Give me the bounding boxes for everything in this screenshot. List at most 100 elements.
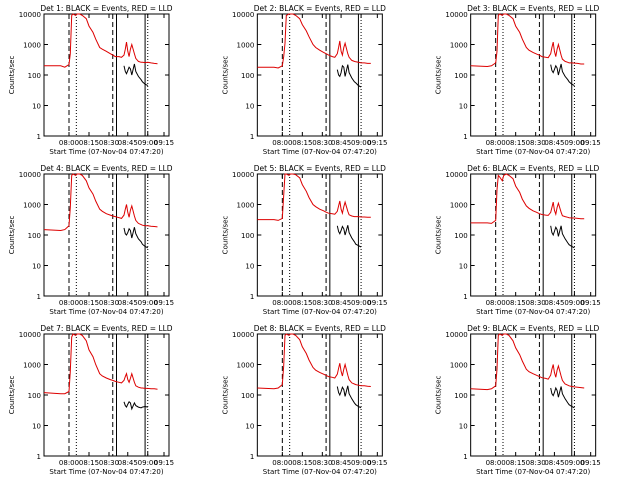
y-tick-label: 1 (37, 293, 41, 301)
y-tick-label: 10 (245, 263, 254, 271)
y-tick-label: 100 (241, 232, 254, 240)
x-tick-label: 08:45 (118, 139, 138, 147)
y-tick-label: 1000 (23, 202, 41, 210)
x-tick-label: 08:15 (79, 459, 99, 467)
y-tick-label: 1000 (237, 362, 255, 370)
plot-frame (43, 13, 170, 137)
lld-series-line (257, 13, 371, 69)
x-tick-label: 09:00 (564, 299, 584, 307)
x-axis-label: Start Time (07-Nov-04 07:47:20) (49, 468, 163, 476)
y-tick-label: 1000 (23, 42, 41, 50)
x-tick-label: 08:30 (526, 139, 546, 147)
y-tick-label: 10 (459, 423, 468, 431)
y-tick-label: 1000 (237, 202, 255, 210)
plot-frame (470, 13, 597, 137)
y-tick-label: 10000 (445, 331, 467, 339)
y-tick-label: 10000 (232, 331, 254, 339)
x-tick-label: 08:30 (312, 299, 332, 307)
plot-frame (470, 333, 597, 457)
x-axis-label: Start Time (07-Nov-04 07:47:20) (49, 148, 163, 156)
y-tick-label: 10 (245, 423, 254, 431)
events-series-line (336, 225, 362, 248)
y-tick-label: 1000 (450, 42, 468, 50)
y-tick-label: 100 (454, 232, 467, 240)
x-tick-label: 09:15 (154, 139, 174, 147)
x-tick-label: 08:30 (99, 299, 119, 307)
lld-series-line (257, 173, 371, 221)
x-tick-label: 08:30 (526, 459, 546, 467)
y-axis-label: Counts/sec (221, 56, 229, 95)
y-tick-label: 1 (463, 453, 467, 461)
lld-series-line (44, 13, 158, 68)
events-series-line (123, 401, 148, 411)
plot-frame (256, 173, 383, 297)
events-series-line (336, 385, 362, 409)
x-axis-label: Start Time (07-Nov-04 07:47:20) (263, 148, 377, 156)
panel-title: Det 4: BLACK = Events, RED = LLD (40, 164, 172, 173)
x-tick-label: 08:30 (312, 139, 332, 147)
x-tick-label: 08:45 (331, 139, 351, 147)
x-tick-label: 08:15 (506, 139, 526, 147)
x-tick-label: 09:00 (138, 459, 158, 467)
x-axis-label: Start Time (07-Nov-04 07:47:20) (476, 468, 590, 476)
plot-frame (256, 13, 383, 137)
x-tick-label: 09:15 (367, 299, 387, 307)
y-tick-label: 10 (459, 103, 468, 111)
y-tick-label: 1 (463, 133, 467, 141)
x-tick-label: 08:00 (486, 139, 506, 147)
x-tick-label: 08:00 (59, 139, 79, 147)
y-axis-label: Counts/sec (8, 56, 16, 95)
lld-series-line (470, 333, 585, 391)
panel-title: Det 2: BLACK = Events, RED = LLD (254, 4, 386, 13)
events-series-line (336, 64, 362, 88)
x-tick-label: 08:00 (486, 299, 506, 307)
lld-series-line (43, 333, 158, 395)
plot-frame (43, 333, 170, 457)
x-tick-label: 08:15 (506, 299, 526, 307)
x-axis-label: Start Time (07-Nov-04 07:47:20) (263, 468, 377, 476)
lld-series-line (470, 13, 585, 68)
plot-frame (43, 173, 170, 297)
x-tick-label: 08:30 (99, 139, 119, 147)
y-tick-label: 1000 (237, 42, 255, 50)
x-tick-label: 09:00 (564, 139, 584, 147)
y-tick-label: 1 (250, 453, 254, 461)
x-tick-label: 09:15 (154, 459, 174, 467)
x-axis-label: Start Time (07-Nov-04 07:47:20) (476, 308, 590, 316)
x-tick-label: 09:15 (154, 299, 174, 307)
x-tick-label: 09:00 (138, 299, 158, 307)
x-tick-label: 08:45 (118, 299, 138, 307)
x-tick-label: 08:00 (272, 459, 292, 467)
y-tick-label: 10 (32, 103, 41, 111)
x-tick-label: 08:45 (331, 459, 351, 467)
y-tick-label: 1000 (450, 202, 468, 210)
y-tick-label: 100 (28, 232, 41, 240)
x-tick-label: 08:00 (59, 459, 79, 467)
x-axis-label: Start Time (07-Nov-04 07:47:20) (476, 148, 590, 156)
events-series-line (123, 227, 149, 249)
x-tick-label: 08:00 (486, 459, 506, 467)
panel-title: Det 5: BLACK = Events, RED = LLD (254, 164, 386, 173)
y-tick-label: 10 (32, 423, 41, 431)
y-tick-label: 1 (37, 133, 41, 141)
x-tick-label: 09:00 (351, 459, 371, 467)
events-series-line (550, 386, 575, 409)
y-axis-label: Counts/sec (435, 216, 443, 255)
y-tick-label: 1 (250, 293, 254, 301)
events-series-line (550, 63, 575, 87)
x-tick-label: 08:30 (312, 459, 332, 467)
y-tick-label: 100 (241, 392, 254, 400)
x-tick-label: 08:45 (118, 459, 138, 467)
y-tick-label: 10000 (19, 331, 41, 339)
y-tick-label: 1 (250, 133, 254, 141)
x-tick-label: 09:15 (367, 459, 387, 467)
x-tick-label: 08:15 (79, 299, 99, 307)
y-tick-label: 10000 (445, 171, 467, 179)
y-axis-label: Counts/sec (8, 376, 16, 415)
